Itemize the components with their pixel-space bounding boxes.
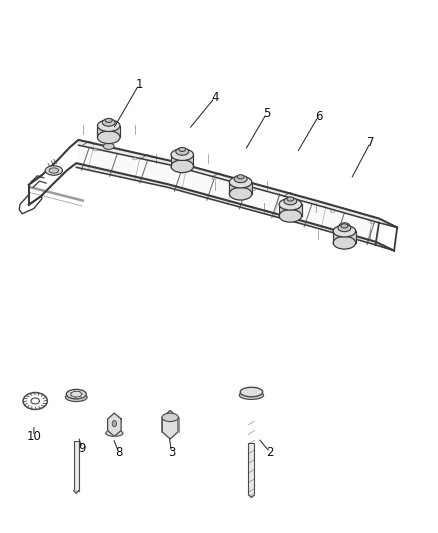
Text: 8: 8 — [115, 446, 122, 459]
Ellipse shape — [102, 119, 115, 126]
Ellipse shape — [234, 175, 247, 183]
Ellipse shape — [171, 160, 194, 173]
Text: 2: 2 — [266, 446, 274, 459]
Ellipse shape — [239, 391, 264, 399]
Ellipse shape — [284, 197, 297, 205]
Polygon shape — [98, 127, 120, 138]
Polygon shape — [162, 410, 178, 439]
Ellipse shape — [341, 224, 348, 228]
Ellipse shape — [291, 199, 295, 201]
Text: 3: 3 — [168, 446, 175, 459]
Text: 9: 9 — [78, 442, 86, 455]
Ellipse shape — [112, 421, 117, 427]
Ellipse shape — [93, 148, 98, 151]
Text: 10: 10 — [26, 430, 41, 443]
Ellipse shape — [177, 163, 187, 169]
Ellipse shape — [133, 157, 137, 160]
Ellipse shape — [234, 183, 245, 190]
Ellipse shape — [49, 168, 59, 173]
Ellipse shape — [66, 393, 87, 401]
Polygon shape — [279, 205, 302, 216]
Ellipse shape — [172, 166, 177, 169]
Ellipse shape — [176, 148, 189, 155]
Ellipse shape — [279, 198, 302, 210]
Ellipse shape — [338, 224, 351, 232]
Bar — [248, 443, 254, 495]
Ellipse shape — [279, 209, 302, 222]
Ellipse shape — [105, 118, 112, 123]
Ellipse shape — [66, 390, 86, 399]
Ellipse shape — [98, 131, 120, 143]
Text: 4: 4 — [211, 91, 219, 104]
Ellipse shape — [162, 413, 178, 422]
Ellipse shape — [171, 149, 194, 160]
Ellipse shape — [284, 203, 294, 209]
Ellipse shape — [237, 175, 244, 179]
Ellipse shape — [106, 430, 123, 437]
Polygon shape — [74, 491, 79, 494]
Text: 6: 6 — [315, 110, 322, 123]
Ellipse shape — [287, 197, 294, 201]
Ellipse shape — [333, 225, 356, 237]
Ellipse shape — [240, 387, 263, 397]
Ellipse shape — [333, 237, 356, 249]
Ellipse shape — [339, 223, 350, 229]
Bar — [74, 441, 79, 491]
Text: 5: 5 — [263, 107, 270, 120]
Ellipse shape — [179, 147, 186, 151]
Ellipse shape — [212, 177, 216, 180]
Ellipse shape — [251, 188, 256, 191]
Polygon shape — [108, 413, 121, 437]
Text: 1: 1 — [135, 78, 143, 91]
Polygon shape — [248, 495, 254, 497]
Ellipse shape — [45, 166, 63, 175]
Ellipse shape — [103, 143, 114, 149]
Ellipse shape — [230, 176, 252, 188]
Ellipse shape — [330, 210, 335, 213]
Text: 7: 7 — [367, 136, 374, 149]
Ellipse shape — [98, 120, 120, 132]
Polygon shape — [230, 183, 252, 193]
Polygon shape — [171, 156, 194, 166]
Ellipse shape — [230, 188, 252, 200]
Polygon shape — [333, 232, 356, 243]
Ellipse shape — [370, 221, 374, 224]
